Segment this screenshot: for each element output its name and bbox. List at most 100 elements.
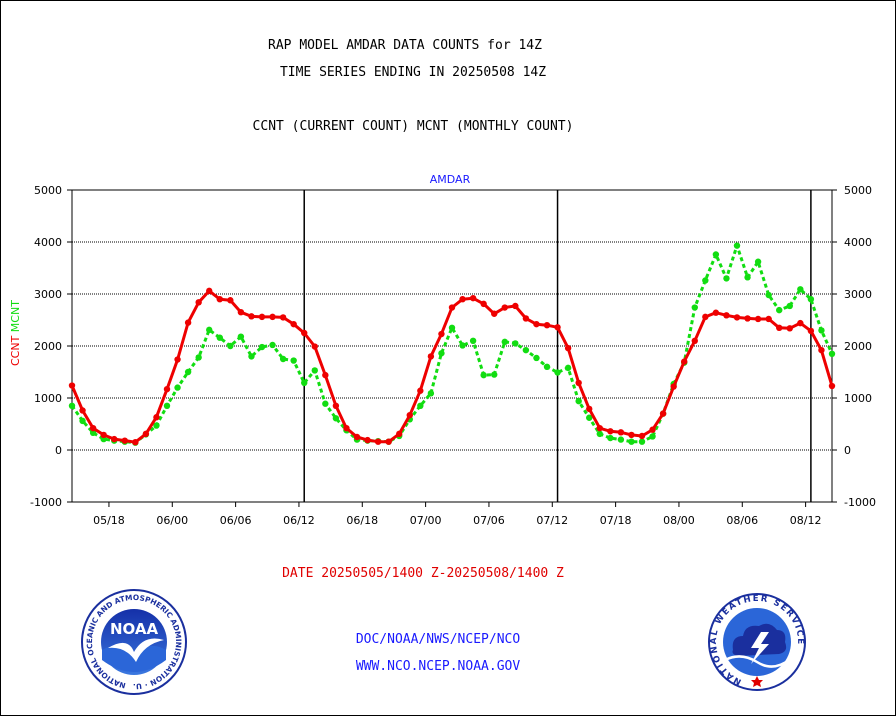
website-link[interactable]: WWW.NCO.NCEP.NOAA.GOV [355,659,521,674]
data-point-mcnt [290,357,297,364]
data-point-ccnt [744,315,751,322]
data-point-mcnt [522,346,530,354]
data-point-ccnt [670,383,677,390]
data-point-mcnt [480,371,487,379]
x-tick-label: 06/00 [156,514,188,527]
data-point-ccnt [564,344,572,352]
y-label-ccnt: CCNT [9,332,22,366]
data-point-ccnt [311,343,318,350]
data-point-mcnt [617,436,625,443]
data-point-ccnt [100,431,107,439]
chart-subtitle: CCNT (CURRENT COUNT) MCNT (MONTHLY COUNT… [252,119,574,134]
data-point-mcnt [702,277,709,284]
data-point-ccnt [480,300,487,308]
y-tick-label-left: -1000 [30,496,62,509]
data-point-ccnt [607,428,614,435]
data-point-ccnt [237,309,245,316]
data-point-mcnt [554,369,561,376]
data-point-ccnt [491,310,498,317]
y-tick-label-left: 2000 [34,340,62,353]
data-point-mcnt [469,337,477,344]
data-point-ccnt [586,405,593,413]
x-tick-label: 07/00 [410,514,442,527]
time-series-chart: -1000 -1000 0 0 1000 1000 2000 2000 3000 3000 4000… [9,173,876,527]
data-point-mcnt [586,414,593,421]
data-point-ccnt [754,315,762,323]
data-point-mcnt [332,415,340,422]
data-point-ccnt [522,315,530,322]
y-tick-label-left: 5000 [34,184,62,197]
x-tick-label: 08/12 [790,514,822,527]
data-point-ccnt [797,319,804,327]
data-point-mcnt [818,327,825,334]
data-point-ccnt [322,371,329,379]
data-point-mcnt [459,342,466,349]
data-point-ccnt [501,304,508,311]
data-point-mcnt [448,324,456,331]
data-point-ccnt [374,438,382,445]
data-point-ccnt [649,426,656,433]
data-point-mcnt [89,429,97,437]
y-tick-label-left: 4000 [34,236,62,249]
x-tick-label: 05/18 [93,514,125,527]
data-point-ccnt [786,325,793,332]
data-point-ccnt [543,322,551,329]
data-point-mcnt [68,402,76,409]
x-tick-label: 08/06 [726,514,758,527]
data-point-ccnt [596,424,603,432]
credit-link[interactable]: DOC/NOAA/NWS/NCEP/NCO [355,632,521,647]
data-point-mcnt [575,397,582,405]
data-point-mcnt [438,350,445,357]
data-point-mcnt [543,363,551,370]
data-point-mcnt [163,402,171,409]
data-point-mcnt [807,296,815,303]
data-point-mcnt [227,342,234,350]
data-point-mcnt [184,368,192,376]
data-point-ccnt [765,315,772,323]
data-point-ccnt [184,319,192,326]
data-point-ccnt [723,312,730,319]
data-point-ccnt [248,313,255,320]
data-point-mcnt [691,304,698,311]
y-tick-label-left: 1000 [34,392,62,405]
data-point-ccnt [638,432,646,440]
data-point-mcnt [638,438,646,445]
data-point-ccnt [269,313,276,321]
data-point-ccnt [364,436,371,444]
data-point-ccnt [818,346,825,354]
data-point-mcnt [279,355,287,363]
y-axis-label: CCNT MCNT [9,300,22,366]
data-point-ccnt [459,296,466,303]
data-point-ccnt [681,358,688,365]
data-point-ccnt [132,439,139,446]
y-tick-label-right: 4000 [844,236,872,249]
data-point-ccnt [353,433,361,441]
data-point-ccnt [406,411,413,419]
data-point-ccnt [575,379,582,387]
data-point-mcnt [174,384,181,391]
data-point-ccnt [258,313,266,321]
data-point-mcnt [501,338,508,346]
data-point-ccnt [195,299,202,306]
noaa-logo: NATIONAL OCEANIC AND ATMOSPHERIC ADMINIS… [78,588,187,695]
x-tick-label: 07/06 [473,514,505,527]
data-point-mcnt [417,402,424,409]
y-tick-label-right: 1000 [844,392,872,405]
data-point-ccnt [828,382,836,390]
data-point-ccnt [628,431,635,439]
x-tick-label: 06/18 [346,514,378,527]
x-tick-label: 06/06 [220,514,252,527]
data-point-ccnt [279,314,287,321]
y-tick-label-left: 0 [55,444,62,457]
data-point-mcnt [311,367,318,374]
data-point-mcnt [776,306,783,314]
data-point-ccnt [385,438,392,445]
data-point-ccnt [396,430,403,438]
data-point-ccnt [712,309,720,316]
data-point-ccnt [733,314,741,321]
data-point-ccnt [174,356,181,363]
data-point-ccnt [163,385,171,393]
y-tick-label-right: 2000 [844,340,872,353]
data-point-ccnt [427,353,435,360]
data-point-ccnt [659,410,667,417]
